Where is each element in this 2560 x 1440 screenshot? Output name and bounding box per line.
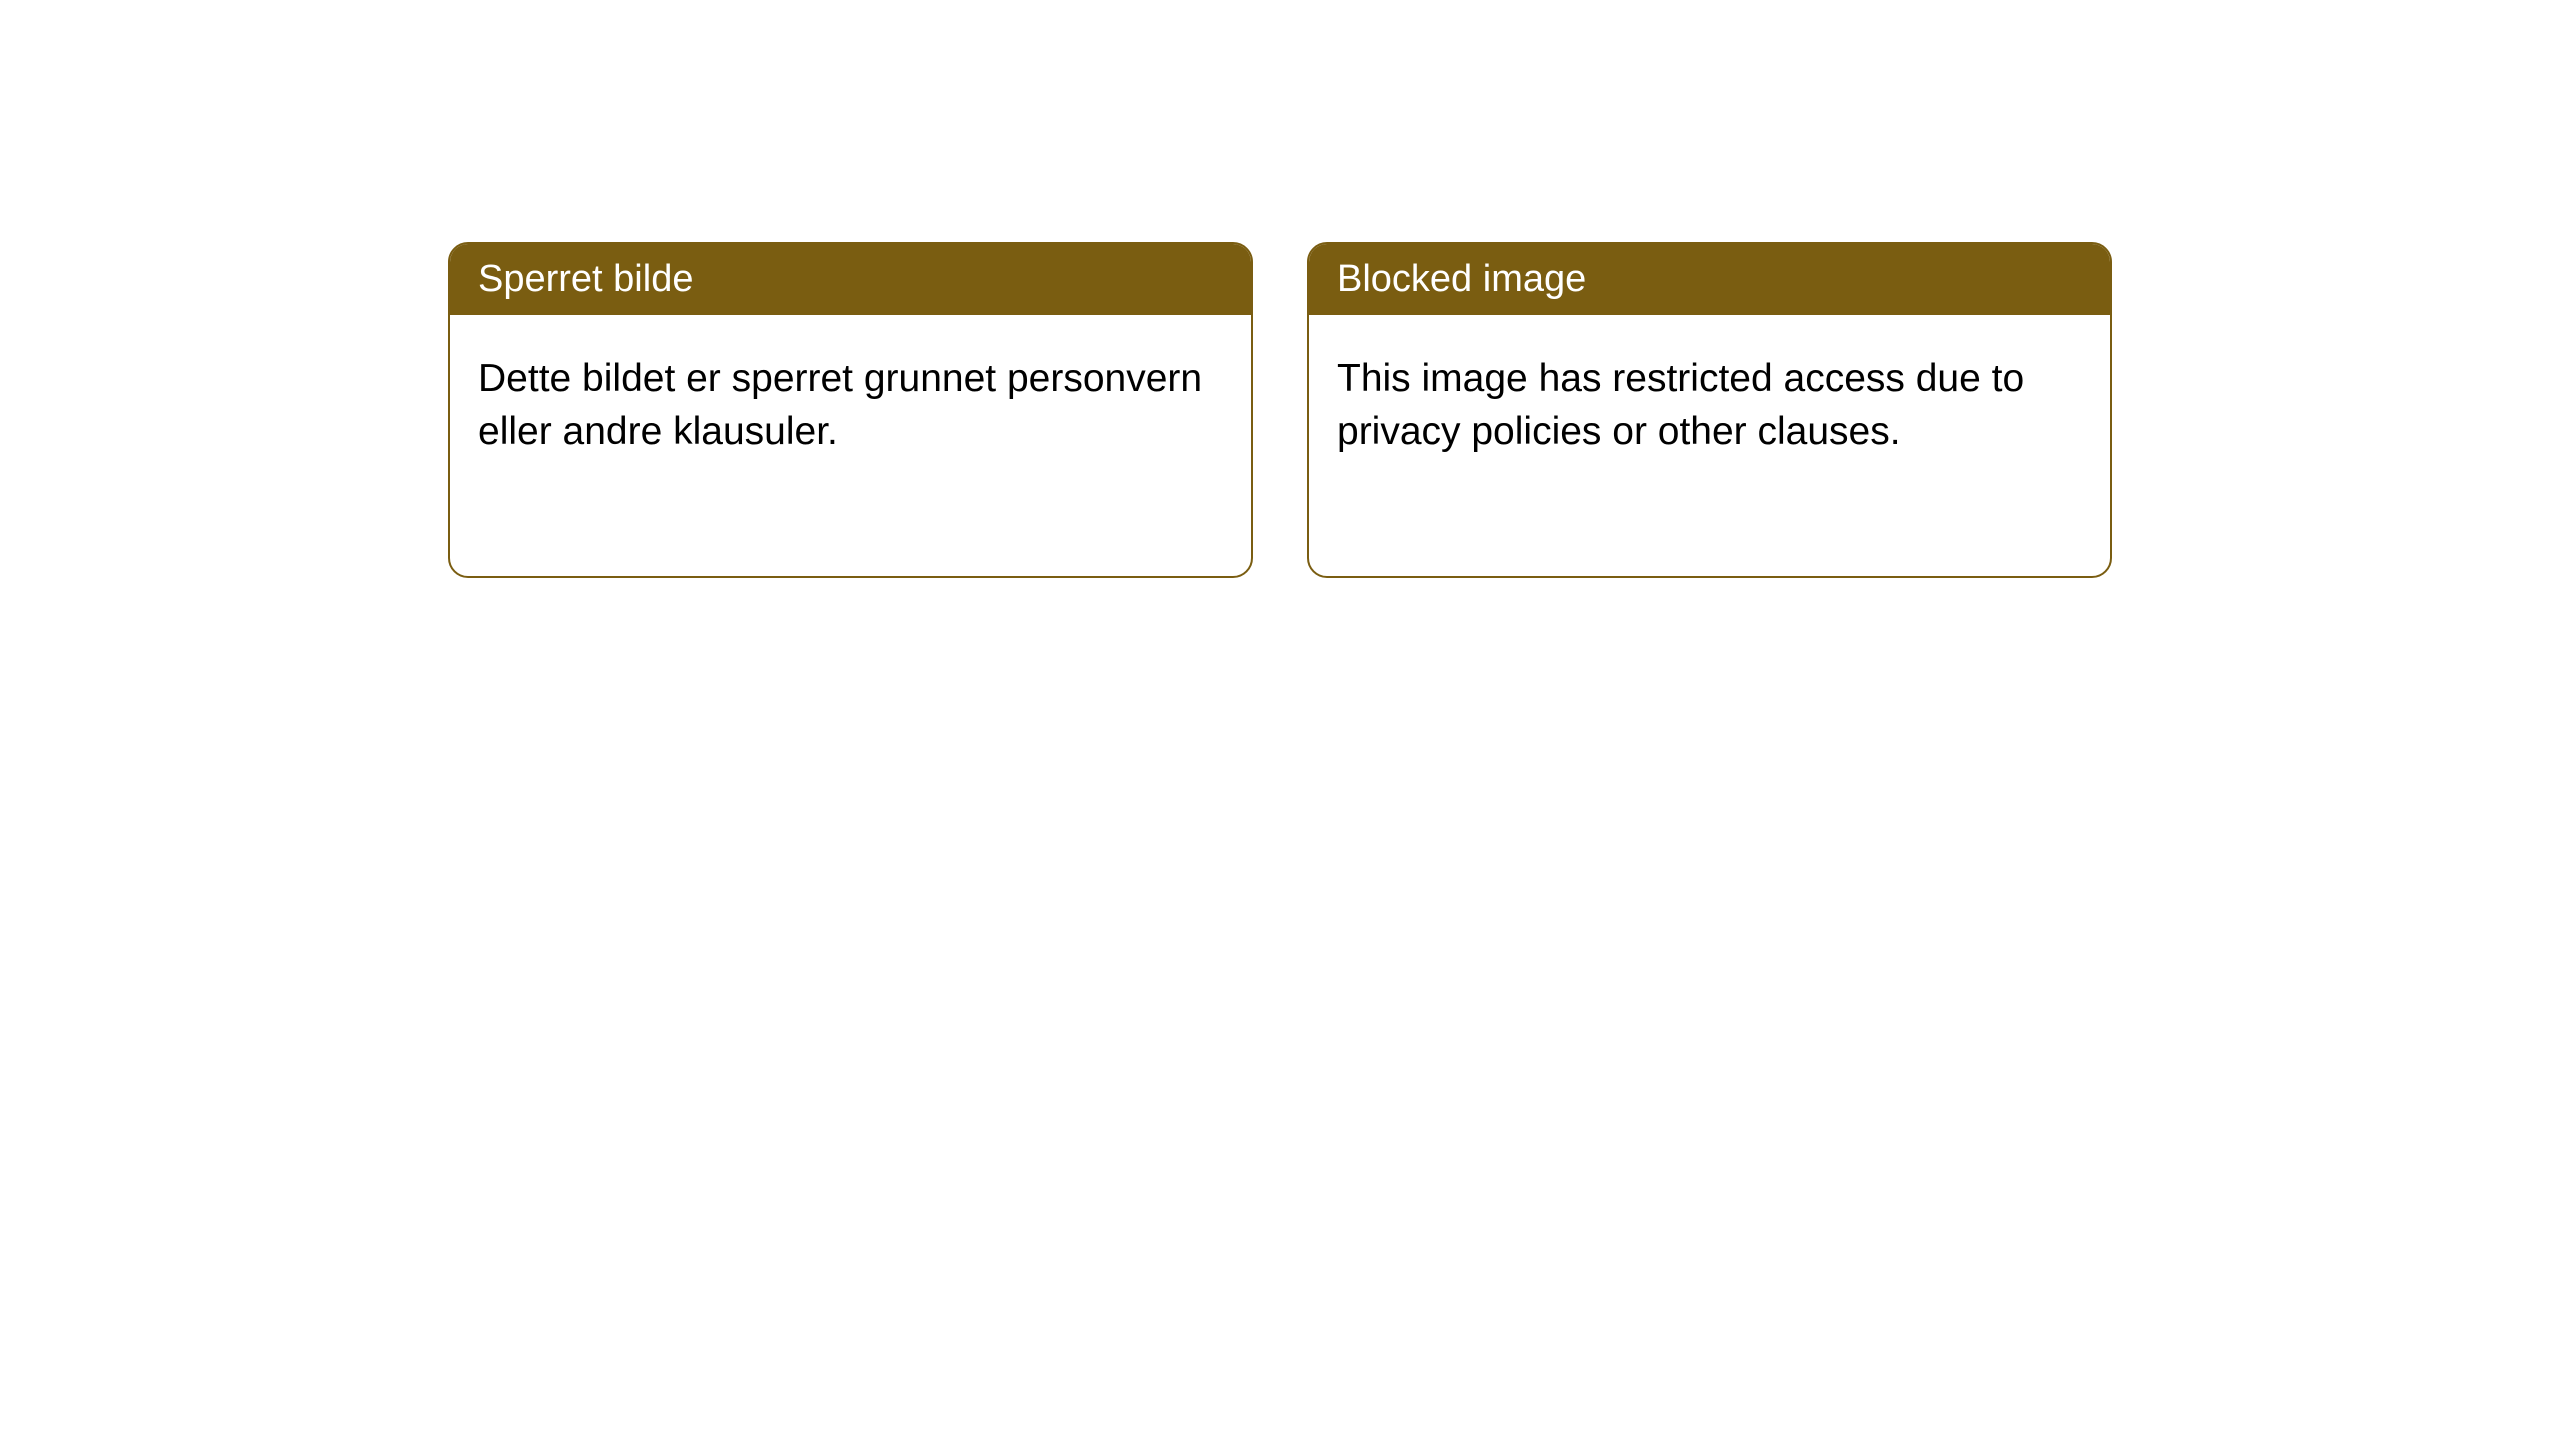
notice-card-norwegian: Sperret bilde Dette bildet er sperret gr…	[448, 242, 1253, 578]
card-title: Sperret bilde	[478, 258, 693, 300]
card-body-text: This image has restricted access due to …	[1337, 357, 2024, 453]
card-header: Blocked image	[1309, 244, 2110, 315]
card-body: Dette bildet er sperret grunnet personve…	[450, 315, 1251, 496]
notice-card-english: Blocked image This image has restricted …	[1307, 242, 2112, 578]
card-body: This image has restricted access due to …	[1309, 315, 2110, 496]
card-title: Blocked image	[1337, 258, 1586, 300]
card-body-text: Dette bildet er sperret grunnet personve…	[478, 357, 1202, 453]
card-header: Sperret bilde	[450, 244, 1251, 315]
notice-cards-container: Sperret bilde Dette bildet er sperret gr…	[0, 0, 2560, 578]
